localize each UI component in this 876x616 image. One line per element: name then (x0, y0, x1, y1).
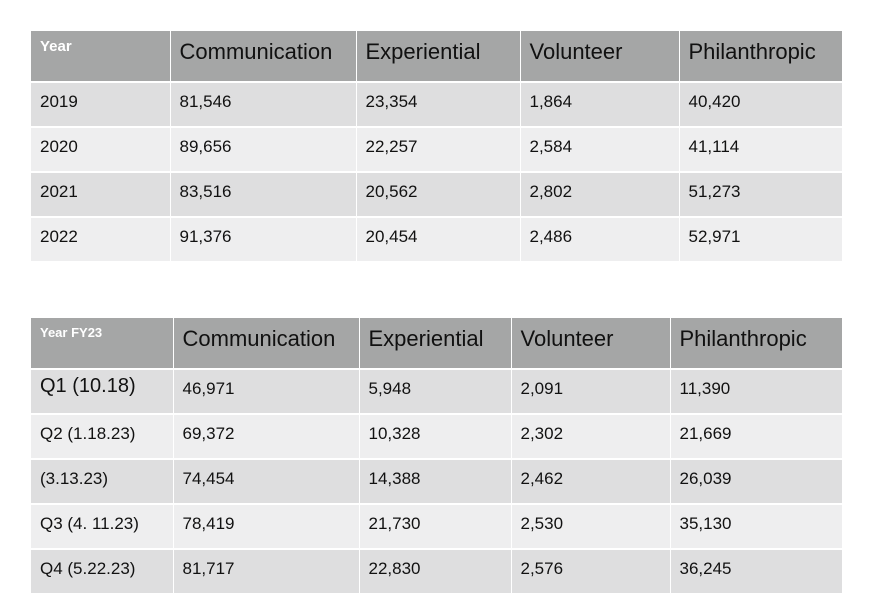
cell-experiential: 5,948 (359, 369, 512, 415)
table-row: 2020 89,656 22,257 2,584 41,114 (31, 127, 842, 173)
cell-volunteer: 2,462 (511, 459, 671, 505)
table-row: Q1 (10.18) 46,971 5,948 2,091 11,390 (31, 369, 842, 415)
fy23-quarterly-engagement-table: Year FY23 Communication Experiential Vol… (31, 318, 842, 595)
table-row: (3.13.23) 74,454 14,388 2,462 26,039 (31, 459, 842, 505)
cell-year: 2022 (31, 217, 171, 263)
cell-philanthropic: 36,245 (670, 549, 842, 595)
cell-volunteer: 2,584 (520, 127, 680, 173)
cell-philanthropic: 26,039 (670, 459, 842, 505)
cell-experiential: 14,388 (359, 459, 512, 505)
column-header-experiential: Experiential (356, 31, 521, 83)
table-row: 2019 81,546 23,354 1,864 40,420 (31, 82, 842, 128)
cell-communication: 78,419 (173, 504, 360, 550)
cell-volunteer: 2,302 (511, 414, 671, 460)
cell-philanthropic: 41,114 (679, 127, 842, 173)
column-header-volunteer: Volunteer (520, 31, 680, 83)
cell-period: Q3 (4. 11.23) (31, 504, 174, 550)
cell-volunteer: 1,864 (520, 82, 680, 128)
cell-volunteer: 2,530 (511, 504, 671, 550)
cell-communication: 83,516 (170, 172, 357, 218)
cell-volunteer: 2,576 (511, 549, 671, 595)
cell-year: 2020 (31, 127, 171, 173)
annual-engagement-table: Year Communication Experiential Voluntee… (31, 31, 842, 263)
cell-communication: 81,717 (173, 549, 360, 595)
table-row: 2022 91,376 20,454 2,486 52,971 (31, 217, 842, 263)
cell-philanthropic: 21,669 (670, 414, 842, 460)
cell-experiential: 20,454 (356, 217, 521, 263)
cell-communication: 46,971 (173, 369, 360, 415)
cell-communication: 81,546 (170, 82, 357, 128)
column-header-communication: Communication (170, 31, 357, 83)
column-header-year-fy23: Year FY23 (31, 318, 174, 370)
cell-volunteer: 2,091 (511, 369, 671, 415)
cell-year: 2019 (31, 82, 171, 128)
cell-philanthropic: 40,420 (679, 82, 842, 128)
column-header-philanthropic: Philanthropic (679, 31, 842, 83)
cell-period: (3.13.23) (31, 459, 174, 505)
cell-experiential: 22,830 (359, 549, 512, 595)
cell-experiential: 10,328 (359, 414, 512, 460)
cell-period: Q2 (1.18.23) (31, 414, 174, 460)
cell-communication: 74,454 (173, 459, 360, 505)
table-header-row: Year FY23 Communication Experiential Vol… (31, 318, 842, 370)
cell-philanthropic: 51,273 (679, 172, 842, 218)
cell-experiential: 22,257 (356, 127, 521, 173)
cell-volunteer: 2,486 (520, 217, 680, 263)
table-row: 2021 83,516 20,562 2,802 51,273 (31, 172, 842, 218)
column-header-year: Year (31, 31, 171, 83)
cell-communication: 91,376 (170, 217, 357, 263)
cell-year: 2021 (31, 172, 171, 218)
cell-philanthropic: 52,971 (679, 217, 842, 263)
cell-experiential: 20,562 (356, 172, 521, 218)
cell-experiential: 23,354 (356, 82, 521, 128)
table-row: Q3 (4. 11.23) 78,419 21,730 2,530 35,130 (31, 504, 842, 550)
column-header-communication: Communication (173, 318, 360, 370)
cell-period: Q1 (10.18) (31, 369, 174, 415)
table-row: Q2 (1.18.23) 69,372 10,328 2,302 21,669 (31, 414, 842, 460)
cell-philanthropic: 11,390 (670, 369, 842, 415)
table-row: Q4 (5.22.23) 81,717 22,830 2,576 36,245 (31, 549, 842, 595)
cell-philanthropic: 35,130 (670, 504, 842, 550)
cell-experiential: 21,730 (359, 504, 512, 550)
cell-period: Q4 (5.22.23) (31, 549, 174, 595)
column-header-experiential: Experiential (359, 318, 512, 370)
cell-communication: 69,372 (173, 414, 360, 460)
column-header-volunteer: Volunteer (511, 318, 671, 370)
cell-volunteer: 2,802 (520, 172, 680, 218)
column-header-philanthropic: Philanthropic (670, 318, 842, 370)
cell-communication: 89,656 (170, 127, 357, 173)
table-header-row: Year Communication Experiential Voluntee… (31, 31, 842, 83)
